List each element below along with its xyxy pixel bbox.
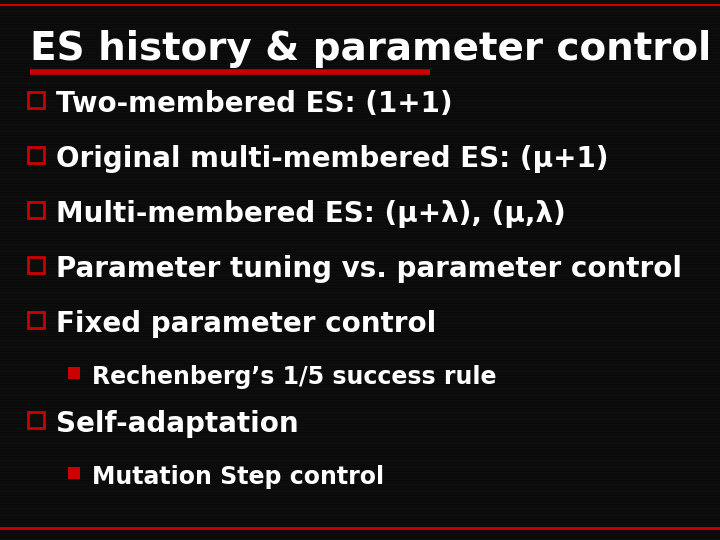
Text: ES history & parameter control: ES history & parameter control — [30, 30, 711, 68]
Bar — [28, 312, 44, 328]
Text: Self-adaptation: Self-adaptation — [56, 410, 299, 438]
Text: Parameter tuning vs. parameter control: Parameter tuning vs. parameter control — [56, 255, 682, 283]
Text: Fixed parameter control: Fixed parameter control — [56, 310, 436, 338]
Bar — [28, 147, 44, 163]
Bar — [28, 412, 44, 428]
Bar — [28, 257, 44, 273]
Text: Two-membered ES: (1+1): Two-membered ES: (1+1) — [56, 90, 453, 118]
Bar — [68, 467, 80, 479]
Text: Rechenberg’s 1/5 success rule: Rechenberg’s 1/5 success rule — [92, 365, 497, 389]
Text: Original multi-membered ES: (μ+1): Original multi-membered ES: (μ+1) — [56, 145, 608, 173]
Text: Multi-membered ES: (μ+λ), (μ,λ): Multi-membered ES: (μ+λ), (μ,λ) — [56, 200, 566, 228]
Bar — [28, 92, 44, 108]
Bar — [28, 202, 44, 218]
Bar — [68, 367, 80, 379]
Text: Mutation Step control: Mutation Step control — [92, 465, 384, 489]
